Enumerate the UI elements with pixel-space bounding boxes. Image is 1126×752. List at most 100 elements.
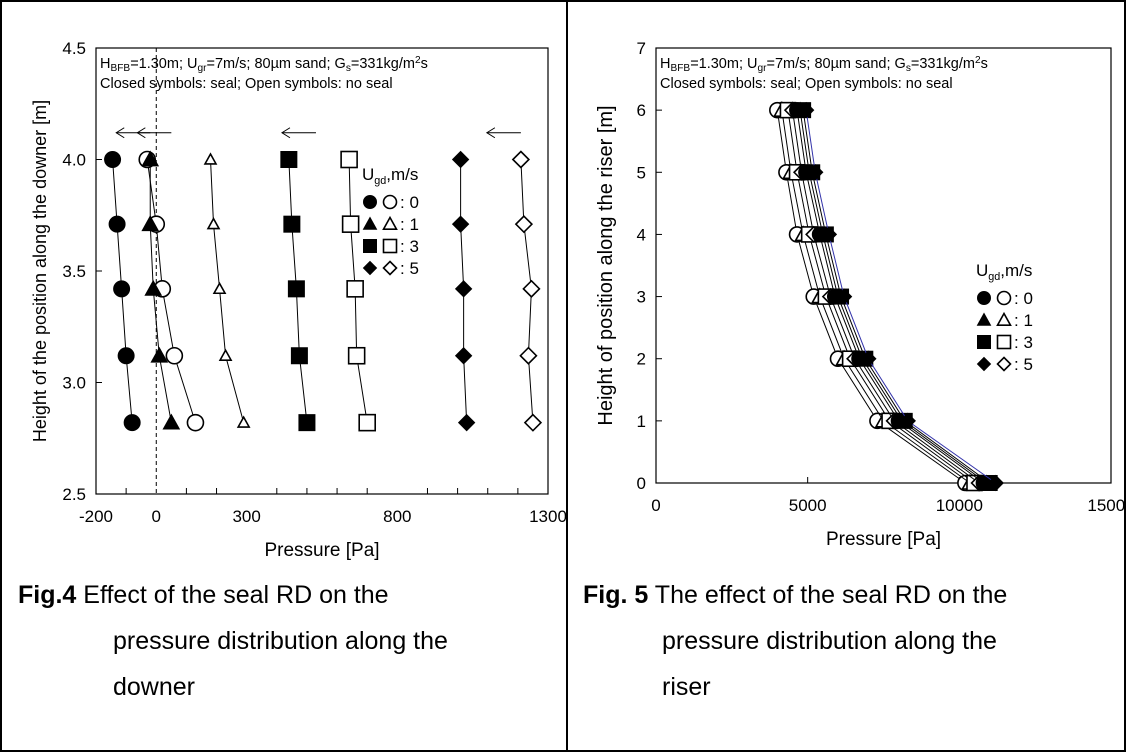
riser-ytick-label: 4	[637, 225, 646, 244]
downer-data-point	[454, 347, 473, 365]
downer-data-point	[341, 215, 360, 233]
riser-legend-marker-filled	[977, 335, 991, 349]
downer-data-point	[451, 215, 470, 233]
riser-ytick-label: 6	[637, 101, 646, 120]
downer-legend-marker-open	[382, 260, 398, 276]
downer-annotation-line2: Closed symbols: seal; Open symbols: no s…	[100, 76, 393, 92]
riser-legend-title: Ugd,m/s	[976, 261, 1032, 283]
downer-data-point	[280, 151, 298, 168]
downer-series-ugd1-noseal	[203, 152, 251, 428]
riser-annotation-line2: Closed symbols: seal; Open symbols: no s…	[660, 76, 953, 92]
downer-legend-label: : 0	[400, 193, 419, 212]
riser-data-point	[835, 288, 853, 305]
riser-legend-marker-open	[996, 311, 1012, 327]
downer-data-point	[141, 215, 160, 232]
riser-ytick-label: 5	[637, 163, 646, 182]
downer-data-point	[346, 280, 364, 298]
downer-data-point	[451, 150, 470, 169]
downer-legend-marker-filled	[362, 216, 378, 230]
caption-fig4-line2: pressure distribution along the	[113, 627, 448, 655]
downer-data-point	[162, 413, 181, 430]
downer-data-point	[457, 413, 476, 432]
downer-legend-title: Ugd,m/s	[362, 165, 418, 187]
riser-legend-label: : 3	[1014, 333, 1033, 352]
downer-series-ugd0-seal	[104, 151, 141, 432]
riser-y-axis-label: Height of position along the riser [m]	[595, 105, 617, 425]
downer-data-point	[117, 347, 135, 365]
caption-fig4-line1: Fig.4 Effect of the seal RD on the	[18, 573, 389, 617]
downer-series-ugd3-noseal	[340, 150, 377, 432]
riser-legend-label: : 1	[1014, 311, 1033, 330]
downer-xtick-label: 300	[232, 507, 260, 526]
downer-series-ugd5-noseal	[511, 150, 543, 432]
downer-data-point	[218, 348, 233, 361]
downer-xtick-label: -200	[79, 507, 113, 526]
downer-x-axis-label: Pressure [Pa]	[264, 540, 379, 561]
downer-legend-marker-filled	[363, 239, 377, 253]
downer-ytick-label: 4.5	[62, 39, 86, 58]
downer-shift-arrowhead	[115, 127, 125, 139]
caption-fig5-text: The effect of the seal RD on the	[654, 581, 1008, 609]
riser-annotation-line1: HBFB=1.30m; Ugr=7m/s; 80µm sand; Gs=331k…	[660, 55, 988, 74]
caption-fig4-label: Fig.4	[18, 581, 77, 609]
downer-data-point	[186, 413, 205, 432]
downer-legend-marker-open	[382, 238, 398, 254]
downer-series-ugd3-seal	[280, 151, 316, 432]
downer-legend-label: : 3	[400, 237, 419, 256]
downer-data-point	[206, 217, 221, 230]
riser-x-axis-label: Pressure [Pa]	[826, 529, 941, 550]
downer-plot-area	[95, 47, 549, 495]
downer-data-point	[150, 346, 169, 363]
downer-data-point	[358, 413, 377, 432]
downer-data-point	[212, 281, 227, 295]
downer-data-point	[298, 414, 316, 432]
downer-legend-label: : 5	[400, 259, 419, 278]
riser-series-ugd5-seal	[797, 101, 1004, 492]
downer-data-point	[290, 347, 308, 365]
caption-fig5-line1: Fig. 5 The effect of the seal RD on the	[583, 573, 1007, 617]
downer-data-point	[340, 150, 358, 169]
downer-data-point	[519, 346, 538, 365]
downer-shift-arrowhead	[136, 127, 146, 139]
downer-data-point	[511, 150, 531, 169]
downer-data-point	[144, 279, 163, 296]
downer-data-point	[522, 279, 541, 298]
riser-legend-label: : 0	[1014, 289, 1033, 308]
riser-data-point	[860, 350, 877, 367]
caption-fig4-text: Effect of the seal RD on the	[83, 581, 389, 609]
downer-pressure-chart: 2.5 3.0 3.5 4.0 4.5 -200 0 300 800 1300 Pressure […	[30, 39, 567, 561]
downer-data-point	[283, 215, 301, 233]
downer-legend-marker-open	[382, 215, 398, 230]
downer-ytick-label: 3.5	[62, 262, 86, 281]
downer-series-ugd1-seal	[141, 150, 181, 430]
riser-ytick-label: 3	[637, 288, 646, 307]
downer-data-point	[203, 152, 218, 165]
riser-legend-marker-open	[996, 356, 1012, 372]
riser-plot-area	[655, 47, 1112, 484]
downer-shift-arrowhead	[281, 127, 291, 139]
downer-xtick-label: 0	[152, 507, 161, 526]
caption-fig5-line3: riser	[662, 673, 711, 701]
downer-xtick-label: 800	[383, 507, 411, 526]
downer-data-point	[236, 415, 251, 428]
riser-legend-marker-open	[996, 290, 1012, 306]
downer-data-point	[113, 280, 131, 298]
downer-shift-arrowhead	[485, 127, 496, 139]
downer-xtick-label: 1300	[529, 507, 567, 526]
downer-data-point	[141, 150, 160, 167]
riser-ytick-label: 1	[637, 412, 646, 431]
riser-pressure-chart: 0 1 2 3 4 5 6 7 0 5000 10000 15000 Pressure [Pa] Heig…	[595, 39, 1126, 550]
riser-data-point	[820, 226, 838, 243]
downer-legend-label: : 1	[400, 215, 419, 234]
riser-xtick-label: 10000	[936, 496, 983, 515]
riser-legend-label: : 5	[1014, 355, 1033, 374]
downer-data-point	[454, 280, 473, 298]
riser-legend-marker-open	[996, 334, 1012, 350]
caption-fig5-line2: pressure distribution along the	[662, 627, 997, 655]
downer-data-point	[165, 346, 184, 365]
downer-y-axis-label: Height of the position along the downer …	[30, 100, 50, 442]
downer-data-point	[514, 215, 534, 234]
riser-legend-marker-filled	[976, 312, 992, 326]
